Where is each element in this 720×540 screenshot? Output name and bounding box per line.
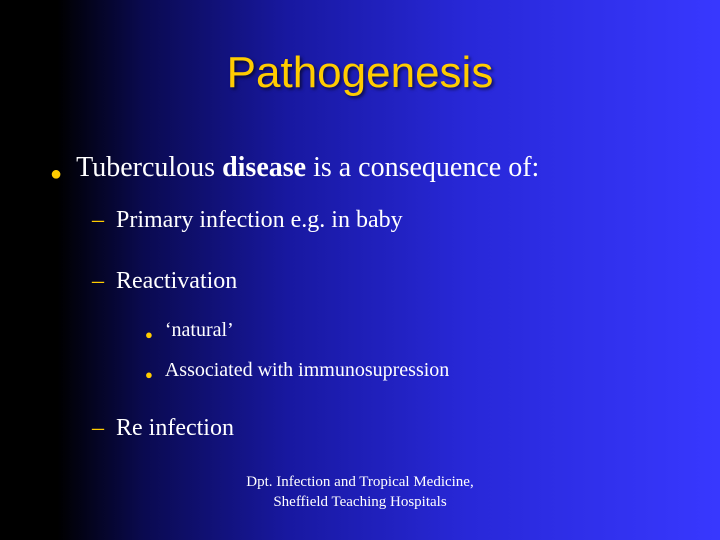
dash-icon: – bbox=[92, 415, 104, 442]
footer-line1: Dpt. Infection and Tropical Medicine, bbox=[0, 473, 720, 493]
slide-title: Pathogenesis bbox=[0, 48, 720, 98]
footer-line2: Sheffield Teaching Hospitals bbox=[0, 493, 720, 513]
bullet-text-sub3: Re infection bbox=[116, 413, 234, 444]
bullet-row-sub3: – Re infection bbox=[50, 413, 670, 444]
bullet-text-main: Tuberculous disease is a consequence of: bbox=[76, 150, 539, 185]
dash-icon: – bbox=[92, 207, 104, 234]
bullet-text-sub2a: ‘natural’ bbox=[165, 317, 234, 343]
slide: Pathogenesis ● Tuberculous disease is a … bbox=[0, 0, 720, 540]
text-pre: Tuberculous bbox=[76, 152, 222, 183]
bullet-text-sub2b: Associated with immunosupression bbox=[165, 357, 449, 383]
dash-icon: – bbox=[92, 268, 104, 295]
bullet-icon: ● bbox=[145, 367, 153, 383]
spacer bbox=[50, 397, 670, 413]
slide-content: ● Tuberculous disease is a consequence o… bbox=[50, 150, 670, 459]
text-post: is a consequence of: bbox=[306, 152, 539, 183]
bullet-row-sub2a: ● ‘natural’ bbox=[50, 317, 670, 343]
bullet-row-main: ● Tuberculous disease is a consequence o… bbox=[50, 150, 670, 185]
text-bold: disease bbox=[222, 152, 306, 183]
bullet-icon: ● bbox=[50, 164, 62, 184]
bullet-row-sub2: – Reactivation bbox=[50, 266, 670, 297]
bullet-text-sub1: Primary infection e.g. in baby bbox=[116, 205, 403, 236]
bullet-row-sub2b: ● Associated with immunosupression bbox=[50, 357, 670, 383]
bullet-text-sub2: Reactivation bbox=[116, 266, 237, 297]
spacer bbox=[50, 250, 670, 266]
bullet-row-sub1: – Primary infection e.g. in baby bbox=[50, 205, 670, 236]
slide-footer: Dpt. Infection and Tropical Medicine, Sh… bbox=[0, 473, 720, 512]
bullet-icon: ● bbox=[145, 327, 153, 343]
